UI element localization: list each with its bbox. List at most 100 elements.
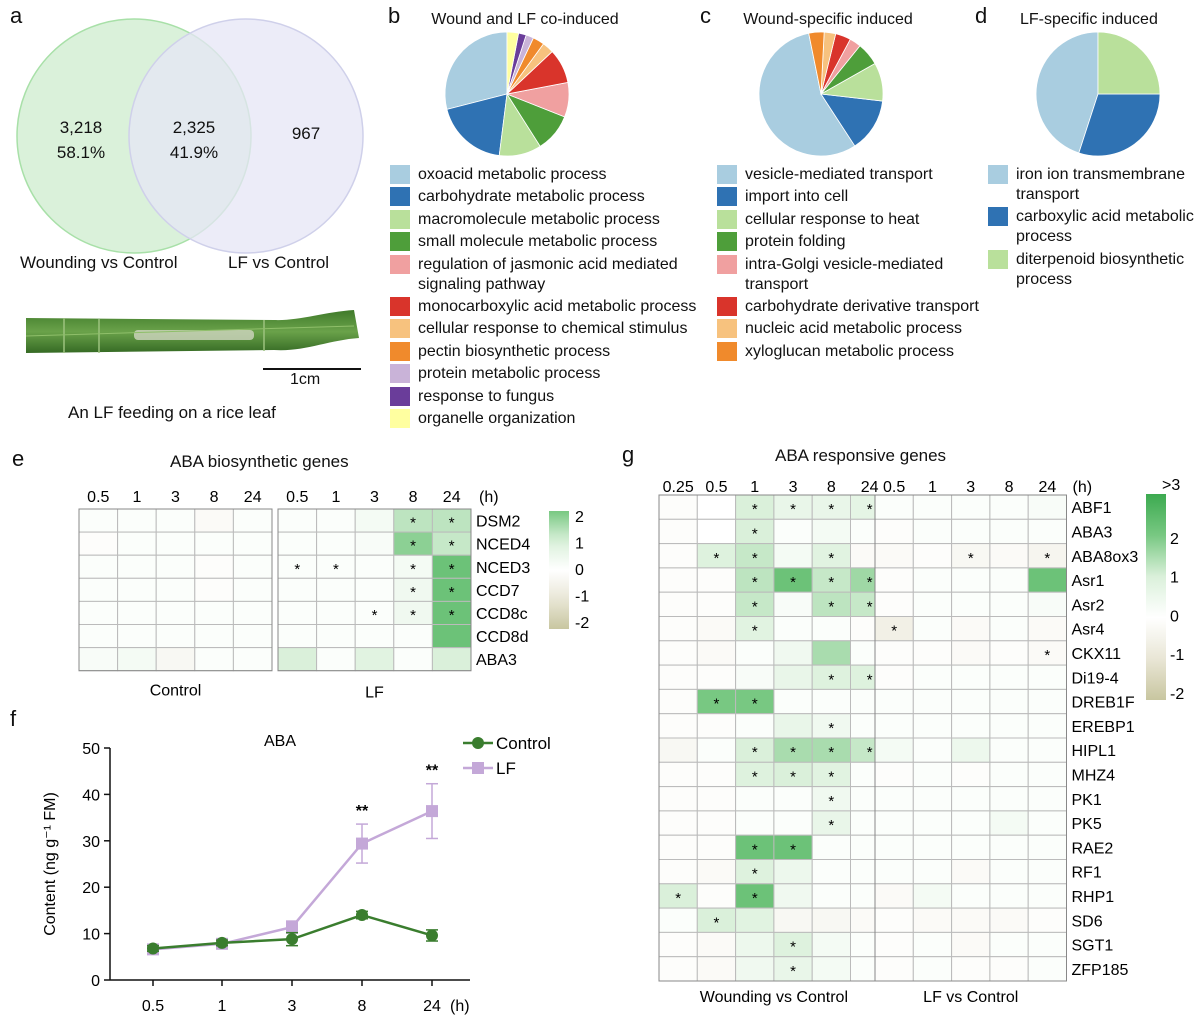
venn-left-pct: 58.1% [56, 143, 106, 162]
wounding-cell [696, 713, 737, 739]
lf-cell [393, 647, 433, 672]
control-frame [78, 508, 273, 672]
significance-star: * [1044, 647, 1050, 664]
x-tick-label: 1 [218, 998, 227, 1015]
y-tick-label: 30 [82, 834, 100, 851]
significance-star: * [790, 574, 796, 591]
lf-cell [951, 786, 991, 812]
significance-star: * [752, 525, 758, 542]
legend-swatch [717, 254, 737, 274]
legend-swatch [717, 187, 737, 207]
lf-cell [354, 647, 395, 672]
data-point [426, 929, 438, 942]
significance-star: * [752, 574, 758, 591]
gene-label: DSM2 [476, 514, 521, 531]
panel-label-a: a [10, 3, 23, 28]
lf-cell [316, 600, 356, 626]
wounding-cell [658, 956, 698, 982]
significance-star: * [410, 607, 416, 624]
legend-swatch [390, 254, 410, 274]
lf-frame [874, 494, 1067, 982]
wounding-cell [658, 518, 698, 545]
pie-slice [758, 32, 856, 157]
significance-star: * [752, 550, 758, 567]
legend-label: cellular response to chemical stimulus [418, 320, 688, 338]
legend-item: carbohydrate derivative transport [717, 296, 1007, 317]
wounding-cell [658, 591, 698, 617]
wounding-cell [773, 616, 813, 642]
legend-item: import into cell [717, 187, 1007, 207]
wounding-cell [735, 713, 775, 739]
panel-label-e: e [12, 446, 25, 471]
legend-label: nucleic acid metabolic process [745, 320, 962, 338]
control-cell [155, 531, 196, 556]
legend-label: oxoacid metabolic process [418, 166, 607, 183]
lf-cell [874, 859, 914, 885]
legend-swatch [717, 232, 737, 252]
wounding-cell [811, 931, 851, 958]
column-label: 1 [132, 489, 141, 506]
lf-cell [874, 786, 914, 812]
column-label: 0.25 [663, 479, 694, 496]
legend-item: xyloglucan metabolic process [717, 341, 1007, 362]
lf-cell [316, 624, 356, 649]
colorbar-tick: 1 [575, 536, 584, 553]
lf-cell [874, 737, 914, 763]
lf-cell [277, 531, 318, 556]
wounding-cell [696, 543, 737, 569]
significance-star: * [968, 550, 974, 567]
pie-slice [1078, 93, 1161, 157]
legend-swatch [390, 209, 410, 229]
wounding-cell [696, 956, 737, 982]
control-cell [232, 531, 273, 556]
legend-item: vesicle-mediated transport [717, 165, 1007, 185]
control-cell [194, 554, 234, 579]
control-cell [117, 531, 157, 556]
wounding-cell [773, 543, 813, 569]
significance-star: * [449, 607, 455, 624]
panel-label-b: b [388, 3, 401, 28]
control-cell [232, 600, 273, 626]
lf-cell [874, 664, 914, 690]
pie-slice [820, 93, 884, 147]
legend-label: monocarboxylic acid metabolic process [418, 297, 697, 315]
lf-cell [989, 883, 1029, 909]
legend-label-lf: LF [496, 759, 516, 778]
legend-label: diterpenoid biosynthetic process [1016, 250, 1185, 288]
control-cell [155, 577, 196, 602]
lf-cell [1027, 664, 1068, 690]
legend-item: intra-Golgi vesicle-mediated transport [717, 254, 1007, 295]
lf-cell [1027, 859, 1068, 885]
legend-item: protein metabolic process [390, 364, 720, 384]
pie-chart-d [1035, 31, 1161, 157]
colorbar-tick: 0 [1170, 608, 1179, 625]
significance-star: * [867, 598, 873, 615]
lf-cell [277, 624, 318, 649]
lf-cell [912, 931, 953, 958]
lf-cell [874, 543, 914, 569]
colorbar-tick: 2 [575, 509, 584, 526]
lf-cell [951, 518, 991, 545]
control-cell [232, 554, 273, 579]
lf-cell [354, 624, 395, 649]
legend-item: protein folding [717, 232, 1007, 252]
legend-item: cellular response to chemical stimulus [390, 319, 720, 339]
data-point [286, 921, 298, 934]
wounding-cell [658, 737, 698, 763]
significance-star: * [372, 607, 378, 624]
significance-star: * [333, 561, 339, 578]
wounding-cell [658, 761, 698, 788]
lf-cell [874, 883, 914, 909]
legend-swatch [988, 207, 1008, 227]
gene-label: PK5 [1072, 816, 1102, 833]
colorbar-tick: 0 [575, 562, 584, 579]
legend-marker-lf [472, 762, 484, 774]
venn-left-label: Wounding vs Control [20, 253, 178, 272]
column-label: 0.5 [87, 489, 109, 506]
venn-right-label: LF vs Control [228, 253, 330, 272]
venn-diagram [16, 18, 364, 254]
control-cell [155, 508, 196, 533]
rice-leaf-image [25, 310, 359, 353]
lf-cell [951, 543, 991, 569]
lf-cell [874, 494, 914, 520]
